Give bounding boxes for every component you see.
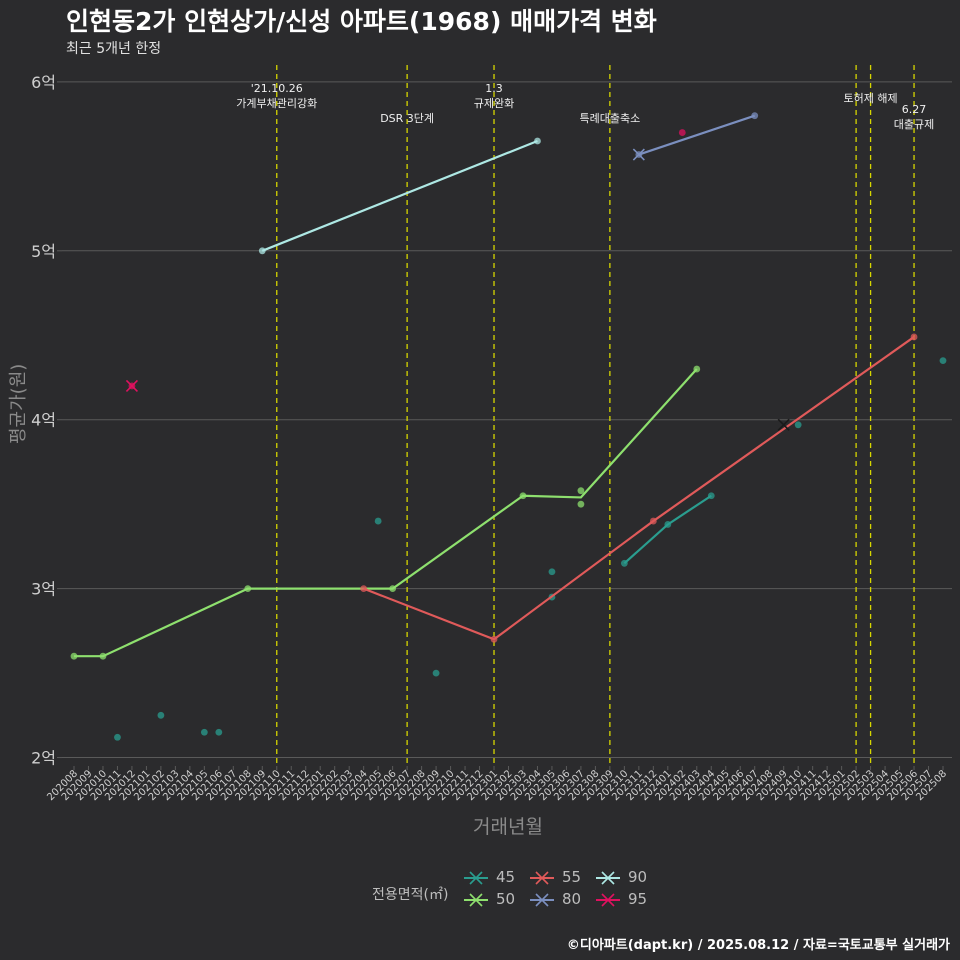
chart-title: 인현동2가 인현상가/신성 아파트(1968) 매매가격 변화 bbox=[66, 7, 657, 36]
data-point-45 bbox=[664, 521, 672, 528]
cross-marker-80 bbox=[632, 148, 645, 161]
data-point-45 bbox=[215, 728, 223, 736]
data-point-55 bbox=[490, 635, 498, 643]
legend-label: 45 bbox=[496, 868, 516, 886]
data-point-45 bbox=[707, 492, 715, 500]
event-label: '21.10.26 bbox=[251, 82, 303, 95]
y-tick-label: 2억 bbox=[31, 749, 56, 768]
data-point-45 bbox=[157, 711, 165, 719]
event-label: 대출규제 bbox=[894, 118, 934, 131]
data-point-90 bbox=[258, 247, 266, 255]
legend-key-icon bbox=[530, 871, 554, 885]
data-point-50 bbox=[519, 492, 527, 500]
data-point-45 bbox=[794, 421, 802, 429]
legend-label: 55 bbox=[562, 868, 582, 886]
y-tick-label: 3억 bbox=[31, 580, 56, 599]
event-label: 1.3 bbox=[485, 82, 503, 95]
cross-marker-95 bbox=[125, 379, 138, 393]
data-point-55 bbox=[649, 517, 657, 525]
series-line-90 bbox=[261, 139, 538, 252]
series-line-55 bbox=[363, 336, 915, 641]
data-point-45 bbox=[114, 733, 121, 741]
legend-title: 전용면적(㎡) bbox=[372, 887, 449, 903]
source-caption: ©디아파트(dapt.kr) / 2025.08.12 / 자료=국토교통부 실… bbox=[566, 938, 950, 953]
legend: 전용면적(㎡) 45 50 55 80 90 95 bbox=[372, 868, 672, 918]
data-point-50 bbox=[577, 500, 585, 508]
legend-label: 95 bbox=[628, 890, 648, 908]
series-line-45 bbox=[623, 494, 712, 565]
event-label: 규제완화 bbox=[474, 97, 514, 110]
event-label: 가계부채관리강화 bbox=[236, 97, 317, 110]
legend-key-icon bbox=[596, 893, 620, 907]
data-point-55 bbox=[360, 585, 368, 593]
event-label: 토허제 해제 bbox=[844, 91, 898, 105]
data-point-45 bbox=[374, 517, 382, 525]
legend-key-icon bbox=[464, 871, 488, 885]
event-label: 특례대출축소 bbox=[580, 112, 641, 125]
y-tick-label: 5억 bbox=[31, 242, 56, 261]
data-point-50 bbox=[577, 487, 585, 495]
data-point-50 bbox=[244, 585, 252, 593]
legend-key-icon bbox=[530, 893, 554, 907]
legend-label: 50 bbox=[496, 890, 516, 908]
data-point-50 bbox=[70, 652, 78, 660]
data-point-50 bbox=[99, 652, 107, 660]
x-axis-label: 거래년월 bbox=[473, 816, 543, 838]
data-point-45 bbox=[432, 669, 440, 677]
series-line-50 bbox=[74, 368, 698, 658]
y-tick-label: 4억 bbox=[31, 411, 56, 430]
data-point-45 bbox=[548, 568, 556, 576]
data-point-45 bbox=[200, 728, 208, 736]
data-point-50 bbox=[693, 365, 701, 373]
legend-key-icon bbox=[596, 871, 620, 885]
data-point-95 bbox=[678, 129, 686, 136]
data-point-50 bbox=[389, 585, 397, 593]
series-line-80 bbox=[638, 114, 756, 156]
data-point-80 bbox=[751, 112, 759, 120]
event-label: 6.27 bbox=[902, 103, 927, 116]
data-point-45 bbox=[939, 357, 947, 365]
chart-subtitle: 최근 5개년 한정 bbox=[66, 41, 162, 57]
legend-label: 80 bbox=[562, 890, 582, 908]
event-label: DSR 3단계 bbox=[380, 112, 434, 125]
legend-label: 90 bbox=[628, 868, 648, 886]
y-tick-label: 6억 bbox=[31, 73, 56, 92]
legend-key-icon bbox=[464, 893, 488, 907]
y-axis-label: 평균가(원) bbox=[8, 363, 29, 444]
cross-marker bbox=[777, 418, 790, 431]
data-point-90 bbox=[534, 137, 541, 145]
data-point-55 bbox=[910, 333, 918, 341]
data-point-45 bbox=[620, 559, 628, 567]
